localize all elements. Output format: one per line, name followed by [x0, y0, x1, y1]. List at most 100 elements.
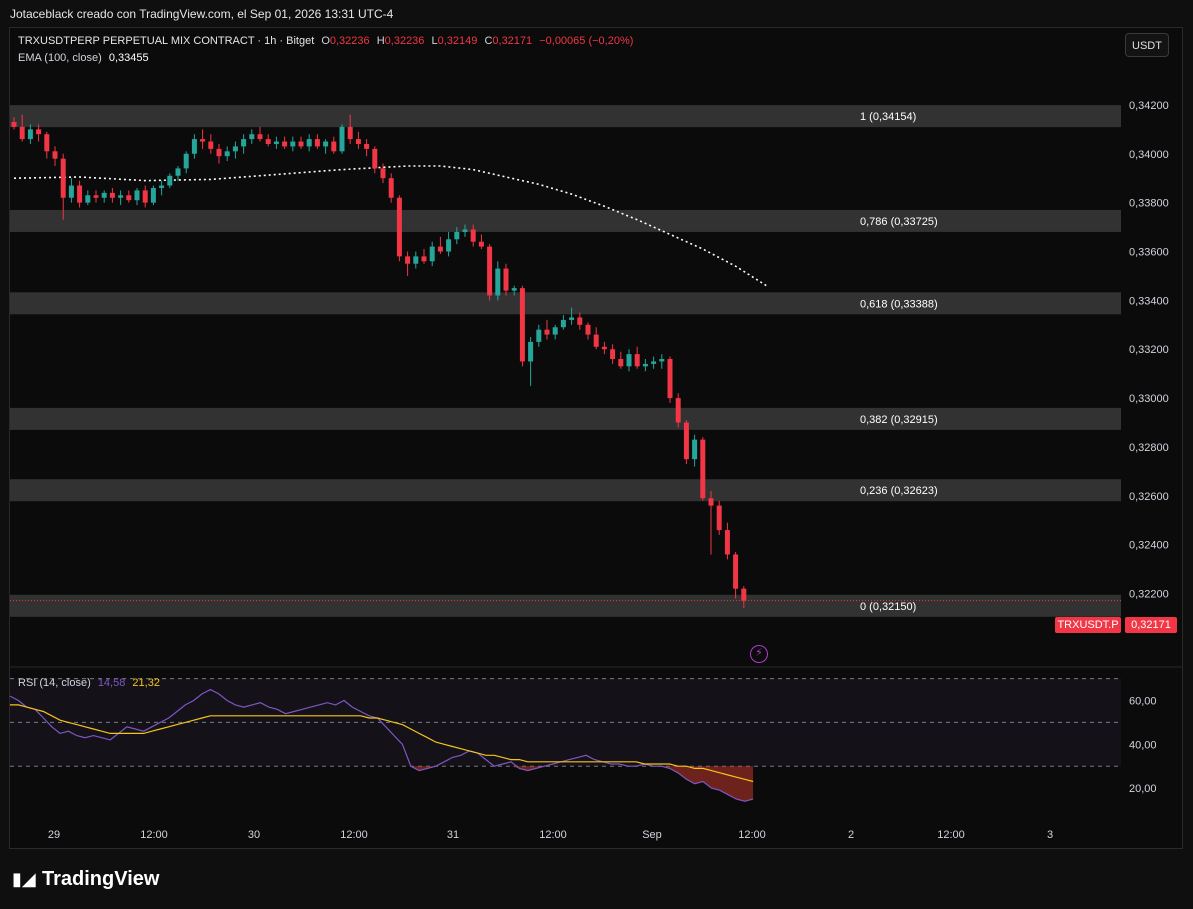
candle[interactable]: [577, 312, 583, 330]
candle[interactable]: [93, 190, 99, 203]
candle[interactable]: [642, 359, 648, 372]
candle[interactable]: [716, 500, 722, 535]
candle[interactable]: [380, 163, 386, 184]
candle[interactable]: [511, 285, 517, 296]
candle[interactable]: [462, 224, 468, 237]
candle[interactable]: [634, 346, 640, 369]
candle[interactable]: [265, 134, 271, 147]
candle[interactable]: [208, 134, 214, 154]
candle[interactable]: [68, 178, 74, 203]
candle[interactable]: [314, 134, 320, 149]
candle[interactable]: [150, 185, 156, 206]
candle[interactable]: [36, 124, 42, 142]
candle[interactable]: [101, 190, 107, 203]
candle[interactable]: [733, 552, 739, 599]
candle[interactable]: [569, 307, 575, 325]
candle[interactable]: [528, 337, 534, 386]
candle[interactable]: [446, 231, 452, 257]
fib-zone-1[interactable]: [10, 209, 1121, 232]
candle[interactable]: [290, 136, 296, 152]
candle[interactable]: [429, 241, 435, 267]
candle[interactable]: [552, 324, 558, 340]
candle[interactable]: [52, 146, 58, 166]
symbol-title[interactable]: TRXUSDTPERP PERPETUAL MIX CONTRACT · 1h …: [18, 35, 315, 47]
candle[interactable]: [675, 393, 681, 428]
candle[interactable]: [60, 153, 66, 220]
candle[interactable]: [257, 126, 263, 142]
fib-zone-2[interactable]: [10, 292, 1121, 315]
candle[interactable]: [347, 114, 353, 144]
candle[interactable]: [364, 139, 370, 157]
candle[interactable]: [396, 195, 402, 262]
candle[interactable]: [544, 319, 550, 340]
candle[interactable]: [126, 190, 132, 203]
candle[interactable]: [618, 351, 624, 369]
lightning-icon[interactable]: ⚡: [750, 645, 768, 663]
candle[interactable]: [470, 224, 476, 247]
candle[interactable]: [331, 136, 337, 154]
candle[interactable]: [683, 420, 689, 465]
candle[interactable]: [421, 249, 427, 264]
candle[interactable]: [741, 586, 747, 609]
candle[interactable]: [495, 261, 501, 301]
candle[interactable]: [667, 356, 673, 403]
candle[interactable]: [323, 139, 329, 154]
candle[interactable]: [200, 129, 206, 149]
candle[interactable]: [405, 251, 411, 276]
candle[interactable]: [413, 251, 419, 269]
candle[interactable]: [601, 341, 607, 355]
fib-zone-4[interactable]: [10, 479, 1121, 502]
candle[interactable]: [273, 136, 279, 149]
candle[interactable]: [183, 151, 189, 174]
candle[interactable]: [626, 349, 632, 372]
candle[interactable]: [167, 173, 173, 188]
candle[interactable]: [191, 134, 197, 159]
candle[interactable]: [175, 165, 181, 181]
candle[interactable]: [355, 131, 361, 149]
candle[interactable]: [11, 117, 17, 130]
candle[interactable]: [487, 244, 493, 301]
candle[interactable]: [503, 263, 509, 296]
rsi-label[interactable]: RSI (14, close): [18, 677, 91, 689]
candle[interactable]: [282, 136, 288, 149]
candle[interactable]: [692, 434, 698, 467]
fib-zone-3[interactable]: [10, 407, 1121, 430]
candle[interactable]: [118, 190, 124, 206]
candle[interactable]: [27, 124, 33, 144]
candle[interactable]: [437, 236, 443, 254]
candle[interactable]: [44, 131, 50, 159]
candle[interactable]: [593, 327, 599, 350]
fib-zone-0[interactable]: [10, 105, 1121, 128]
candle[interactable]: [232, 141, 238, 159]
candle[interactable]: [610, 344, 616, 364]
candle[interactable]: [19, 114, 25, 142]
candle[interactable]: [560, 315, 566, 330]
candle[interactable]: [454, 227, 460, 245]
ema-label[interactable]: EMA (100, close): [18, 52, 102, 64]
candle[interactable]: [142, 185, 148, 208]
candle[interactable]: [306, 134, 312, 152]
candle[interactable]: [478, 234, 484, 250]
candle[interactable]: [339, 124, 345, 154]
candle[interactable]: [372, 146, 378, 174]
candle[interactable]: [159, 180, 165, 196]
candle[interactable]: [700, 437, 706, 501]
candle[interactable]: [77, 180, 83, 208]
chart-frame[interactable]: [9, 27, 1183, 849]
fib-zone-5[interactable]: [10, 594, 1121, 617]
tradingview-logo[interactable]: ▮◢ TradingView: [12, 868, 159, 891]
candle[interactable]: [536, 324, 542, 347]
candle[interactable]: [241, 134, 247, 154]
candle[interactable]: [224, 146, 230, 162]
candle[interactable]: [109, 187, 115, 203]
candle[interactable]: [659, 354, 665, 369]
candle[interactable]: [519, 285, 525, 367]
currency-button[interactable]: USDT: [1125, 33, 1169, 57]
candle[interactable]: [724, 522, 730, 560]
candle[interactable]: [249, 129, 255, 144]
candle[interactable]: [85, 190, 91, 206]
candle[interactable]: [388, 173, 394, 203]
candle[interactable]: [216, 143, 222, 164]
candle[interactable]: [298, 136, 304, 149]
